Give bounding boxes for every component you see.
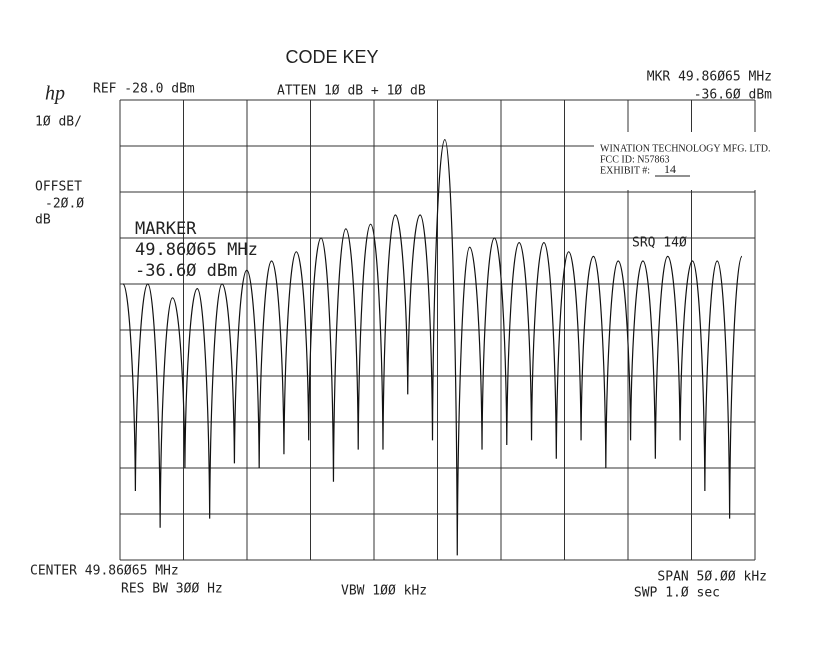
stamp-company: WINATION TECHNOLOGY MFG. LTD. — [600, 143, 770, 154]
marker-frequency-readout: 49.86Ø65 MHz — [135, 240, 258, 260]
span: SPAN 5Ø.ØØ kHz — [657, 570, 767, 585]
title: CODE KEY — [285, 47, 378, 67]
stamp-box — [594, 132, 784, 190]
marker-level: -36.6Ø dBm — [694, 88, 772, 103]
offset-value: -2Ø.Ø — [45, 197, 84, 212]
offset-unit: dB — [35, 213, 51, 228]
stamp-exhibit-number: 14 — [664, 162, 676, 176]
scale: 1Ø dB/ — [35, 115, 82, 130]
offset-label: OFFSET — [35, 180, 82, 195]
stamp-exhibit-label: EXHIBIT #: — [600, 165, 650, 176]
marker-level-readout: -36.6Ø dBm — [135, 261, 237, 281]
center-frequency: CENTER 49.86Ø65 MHz — [30, 564, 179, 579]
stamp: WINATION TECHNOLOGY MFG. LTD. FCC ID: N5… — [594, 132, 784, 190]
logo: hp — [45, 83, 65, 105]
ref-level: REF -28.0 dBm — [93, 82, 195, 97]
stamp-fcc-id: FCC ID: N57863 — [600, 154, 669, 165]
res-bw: RES BW 3ØØ Hz — [121, 582, 223, 597]
trace — [122, 138, 743, 556]
srq: SRQ 14Ø — [632, 236, 687, 251]
marker-label: MARKER — [135, 219, 197, 239]
sweep: SWP 1.Ø sec — [634, 586, 720, 601]
marker-frequency: MKR 49.86Ø65 MHz — [647, 70, 772, 85]
attenuation: ATTEN 1Ø dB + 1Ø dB — [277, 84, 426, 99]
vbw: VBW 1ØØ kHz — [341, 584, 427, 599]
